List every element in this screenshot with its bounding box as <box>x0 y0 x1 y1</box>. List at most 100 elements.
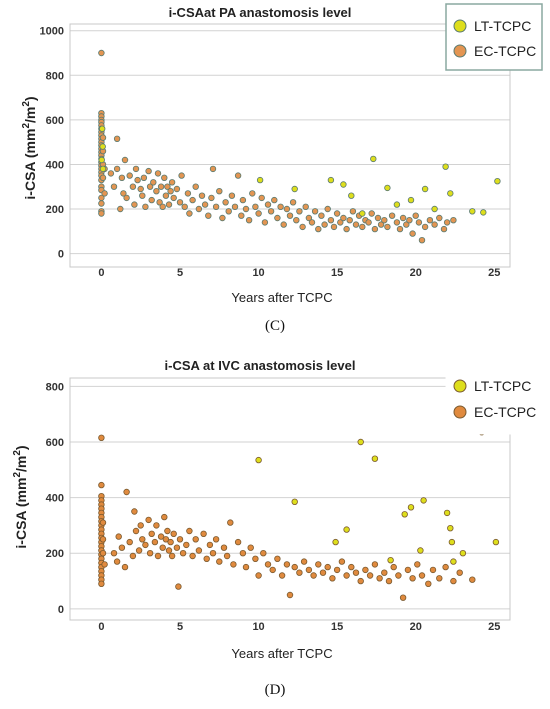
ec-tcpc-point <box>283 561 291 568</box>
lt-tcpc-point <box>255 456 262 464</box>
ec-tcpc-point <box>120 190 127 197</box>
ec-tcpc-point <box>239 196 247 204</box>
ec-tcpc-point <box>385 577 393 585</box>
ec-tcpc-point <box>469 576 476 583</box>
ec-tcpc-point <box>162 192 170 199</box>
ec-tcpc-point <box>179 549 187 557</box>
ec-tcpc-point <box>146 183 154 190</box>
ec-tcpc-point <box>167 538 174 546</box>
ec-tcpc-point <box>150 179 157 186</box>
ec-tcpc-point <box>293 216 300 224</box>
ec-tcpc-point <box>209 165 217 173</box>
ec-tcpc-point <box>195 205 203 213</box>
ec-tcpc-point <box>176 536 184 543</box>
panel-label-d: (D) <box>265 682 286 698</box>
ec-tcpc-point <box>388 212 396 219</box>
ec-tcpc-point <box>340 214 347 222</box>
ec-tcpc-point <box>239 549 247 557</box>
legend-label-ec: EC-TCPC <box>474 404 536 420</box>
ec-tcpc-point <box>310 572 317 579</box>
ec-tcpc-point <box>377 221 385 228</box>
lt-tcpc-point <box>443 509 451 517</box>
ec-tcpc-point <box>121 156 129 164</box>
lt-tcpc-point <box>420 497 427 504</box>
ec-tcpc-point <box>146 549 154 557</box>
y-axis-label-mid: /m <box>22 107 38 123</box>
y-axis-label: i-CSA (mm2/m2) <box>12 445 29 548</box>
ec-tcpc-point <box>139 192 146 199</box>
ec-tcpc-point <box>267 208 275 215</box>
x-tick-label: 15 <box>331 267 343 279</box>
plot-frame <box>69 23 511 268</box>
ec-tcpc-point <box>260 549 267 557</box>
x-tick-label: 10 <box>252 267 264 279</box>
ec-tcpc-point <box>426 216 434 224</box>
legend-swatch-ec <box>453 44 467 58</box>
lt-tcpc-point <box>370 155 377 163</box>
ec-tcpc-point <box>164 183 171 190</box>
ec-tcpc-point <box>203 555 210 562</box>
ec-tcpc-point <box>333 210 341 217</box>
ec-tcpc-point <box>346 216 353 224</box>
lt-tcpc-point <box>348 192 355 199</box>
lt-tcpc-point <box>407 196 415 204</box>
ec-tcpc-point <box>395 572 402 579</box>
ec-tcpc-point <box>113 165 121 173</box>
ec-tcpc-point <box>283 205 291 213</box>
ec-tcpc-point <box>153 187 160 195</box>
ec-tcpc-point <box>242 205 250 213</box>
legend-label-lt: LT-TCPC <box>474 18 531 34</box>
ec-tcpc-point <box>249 190 256 197</box>
ec-tcpc-point <box>245 216 253 224</box>
ec-tcpc-point <box>216 187 223 195</box>
y-axis-label-end: ) <box>22 96 38 101</box>
ec-tcpc-point <box>324 205 331 213</box>
x-tick-label: 5 <box>177 267 183 279</box>
ec-tcpc-point <box>390 563 397 571</box>
ec-tcpc-point <box>252 555 259 562</box>
ec-tcpc-point <box>258 194 265 202</box>
y-tick-label: 0 <box>58 249 64 261</box>
ec-tcpc-point <box>101 561 108 568</box>
ec-tcpc-point <box>162 536 170 543</box>
plot-frame <box>69 377 511 621</box>
chart-title: i-CSAat PA anastomosis level <box>169 5 352 20</box>
y-axis-label-mid: /m <box>13 456 29 472</box>
ec-tcpc-point <box>157 533 165 540</box>
ec-tcpc-point <box>425 580 432 587</box>
x-tick-label: 20 <box>410 267 422 279</box>
ec-tcpc-point <box>450 577 457 585</box>
chart-panel-d: i-CSA at IVC anastomosis level 0 200 400 60… <box>0 352 550 709</box>
ec-tcpc-point <box>412 212 419 219</box>
lt-tcpc-point <box>469 208 476 215</box>
legend-label-lt: LT-TCPC <box>474 378 531 394</box>
ec-tcpc-point <box>352 221 360 228</box>
ec-tcpc-point <box>123 488 130 496</box>
ec-tcpc-point <box>189 552 196 560</box>
chart-d-svg: i-CSA at IVC anastomosis level 020040060… <box>12 358 543 698</box>
ec-tcpc-point <box>165 201 173 208</box>
y-axis-label-sup-2: 2 <box>12 450 23 456</box>
ec-tcpc-point <box>277 203 284 210</box>
ec-tcpc-point <box>261 219 269 226</box>
lt-tcpc-point <box>447 524 454 532</box>
ec-tcpc-point <box>209 549 217 557</box>
ec-tcpc-point <box>238 212 245 219</box>
ec-tcpc-point <box>154 552 162 560</box>
ec-tcpc-point <box>173 185 181 193</box>
ec-tcpc-point <box>299 223 306 231</box>
y-tick-label: 800 <box>46 70 64 82</box>
ec-tcpc-point <box>278 572 286 579</box>
ec-tcpc-point <box>406 216 413 224</box>
ec-tcpc-point <box>415 219 423 226</box>
ec-tcpc-point <box>371 561 379 568</box>
ec-tcpc-point <box>442 563 449 571</box>
ec-tcpc-point <box>98 580 105 587</box>
ec-tcpc-point <box>384 223 391 231</box>
ec-tcpc-point <box>164 527 171 535</box>
ec-tcpc-point <box>327 216 335 224</box>
ec-tcpc-point <box>308 219 316 226</box>
y-axis-label-base: i-CSA (mm <box>13 478 29 549</box>
lt-tcpc-point <box>407 504 415 511</box>
lt-tcpc-point <box>492 538 500 546</box>
